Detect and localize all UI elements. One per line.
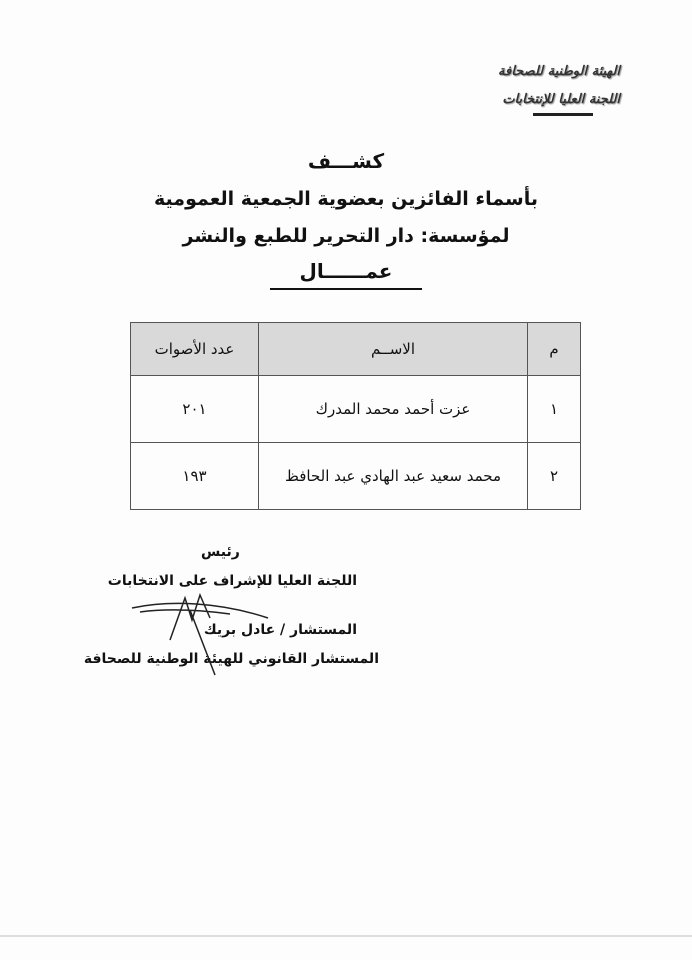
letterhead-line1: الهيئة الوطنية للصحافة	[498, 64, 620, 79]
signature-name: المستشار / عادل بريك	[203, 622, 357, 638]
letterhead-line2: اللجنة العليا للإنتخابات	[502, 92, 620, 107]
letterhead: الهيئة الوطنية للصحافة اللجنة العليا للإ…	[498, 58, 620, 114]
scan-edge	[0, 935, 692, 937]
header-name: الاســم	[258, 322, 528, 376]
row-number: ١	[527, 375, 581, 443]
row-name: عزت أحمد محمد المدرك	[258, 375, 528, 443]
document-subtitle: بأسماء الفائزين بعضوية الجمعية العمومية	[154, 188, 538, 210]
letterhead-underline	[533, 113, 593, 116]
institution-name: لمؤسسة: دار التحرير للطبع والنشر	[182, 225, 510, 247]
signature-committee: اللجنة العليا للإشراف على الانتخابات	[107, 573, 357, 589]
table-header-row: م الاســم عدد الأصوات	[130, 322, 581, 376]
table-row: ٢ محمد سعيد عبد الهادي عبد الحافظ ١٩٣	[130, 442, 581, 510]
document-titles: كشـــف بأسماء الفائزين بعضوية الجمعية ال…	[0, 148, 692, 290]
header-votes: عدد الأصوات	[130, 322, 259, 376]
handwritten-signature	[131, 592, 269, 676]
row-number: ٢	[527, 442, 581, 510]
signature-role: رئيس	[201, 544, 240, 560]
document-title: كشـــف	[307, 149, 385, 173]
row-votes: ٢٠١	[130, 375, 259, 443]
header-number: م	[527, 322, 581, 376]
row-votes: ١٩٣	[130, 442, 259, 510]
winners-table: م الاســم عدد الأصوات ١ عزت أحمد محمد ال…	[130, 322, 581, 510]
table-row: ١ عزت أحمد محمد المدرك ٢٠١	[130, 375, 581, 443]
signature-block: رئيس اللجنة العليا للإشراف على الانتخابا…	[84, 538, 379, 674]
row-name: محمد سعيد عبد الهادي عبد الحافظ	[258, 442, 528, 510]
category-label: عمــــــال	[269, 254, 423, 290]
signature-title: المستشار القانوني للهيئة الوطنية للصحافة	[83, 651, 379, 667]
